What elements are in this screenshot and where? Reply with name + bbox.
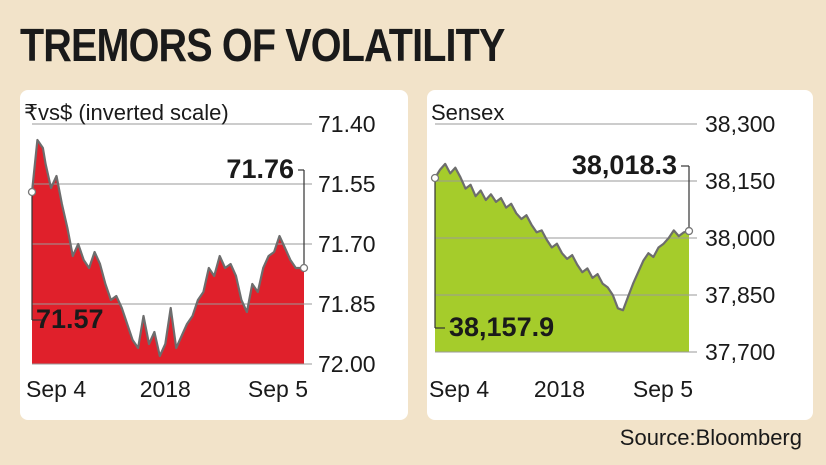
- rupee-chart-panel: 71.57 71.76 ₹vs$ (inverted scale) 71.40 71.5…: [20, 90, 408, 420]
- y-tick-label: 37,850: [705, 282, 775, 308]
- y-tick-label: 72.00: [318, 351, 376, 377]
- y-tick-label: 38,000: [705, 225, 775, 251]
- x-tick-label: Sep 5: [633, 376, 693, 402]
- chart-subtitle: Sensex: [431, 100, 504, 125]
- x-tick-label: 2018: [534, 376, 585, 402]
- start-value-label: 71.57: [36, 304, 104, 334]
- end-value-label: 71.76: [226, 154, 294, 184]
- end-marker: [684, 226, 694, 236]
- series-line: [30, 138, 304, 358]
- chart-subtitle: ₹vs$ (inverted scale): [24, 100, 229, 125]
- chart-title: TREMORS OF VOLATILITY: [20, 19, 505, 71]
- sensex-chart: 38,157.9 38,018.3 Sensex 38,300 38,150 38,000…: [429, 100, 775, 402]
- start-marker: [430, 173, 440, 183]
- start-value-label: 38,157.9: [449, 312, 554, 342]
- area-fill: [32, 140, 304, 364]
- end-marker: [299, 263, 309, 273]
- y-tick-label: 71.55: [318, 171, 376, 197]
- rupee-chart: 71.57 71.76 ₹vs$ (inverted scale) 71.40 71.5…: [24, 100, 376, 402]
- y-tick-label: 71.70: [318, 231, 376, 257]
- y-tick-label: 71.40: [318, 111, 376, 137]
- end-value-label: 38,018.3: [572, 150, 677, 180]
- x-tick-label: Sep 4: [26, 376, 86, 402]
- x-tick-label: 2018: [140, 376, 191, 402]
- y-tick-label: 37,700: [705, 339, 775, 365]
- source-note: Source:Bloomberg: [619, 425, 802, 450]
- sensex-chart-panel: 38,157.9 38,018.3 Sensex 38,300 38,150 38,000…: [427, 90, 813, 420]
- y-tick-label: 38,300: [705, 111, 775, 137]
- x-tick-label: Sep 5: [248, 376, 308, 402]
- x-tick-label: Sep 4: [429, 376, 489, 402]
- start-marker: [27, 187, 37, 197]
- series-line: [434, 162, 690, 312]
- y-tick-label: 38,150: [705, 168, 775, 194]
- y-tick-label: 71.85: [318, 291, 376, 317]
